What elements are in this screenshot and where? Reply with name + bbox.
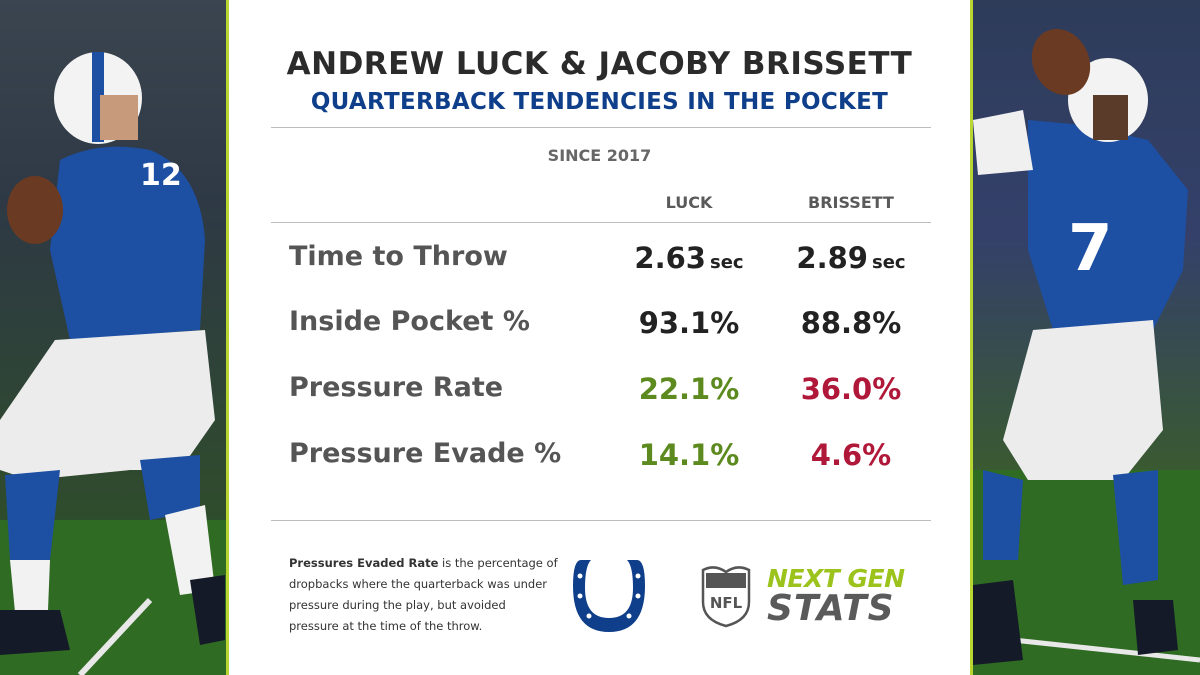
brissett-time-to-throw: 2.89 sec [776, 241, 926, 275]
brand-next-gen: NEXT GEN [767, 564, 905, 593]
luck-time-unit: sec [709, 252, 744, 273]
right-jersey-number: 7 [1068, 212, 1113, 286]
date-range: SINCE 2017 [547, 146, 652, 165]
column-header-luck: LUCK [665, 193, 713, 212]
left-player-photo: 12 [0, 0, 226, 675]
graphic-title: ANDREW LUCK & JACOBY BRISSETT [286, 46, 913, 82]
nfl-shield-icon: NFL [701, 566, 751, 628]
svg-text:NFL: NFL [710, 594, 743, 612]
luck-pressure-rate: 22.1% [638, 372, 740, 406]
colts-horseshoe-icon [573, 560, 645, 632]
footnote-term: Pressures Evaded Rate [289, 556, 439, 570]
left-jersey-number: 12 [140, 158, 182, 193]
luck-inside-pocket: 93.1% [638, 306, 740, 340]
luck-time-value: 2.63 [634, 241, 706, 275]
footnote-text: is the percentage of dropbacks where the… [289, 556, 558, 633]
row-label-pressure-evade: Pressure Evade % [289, 438, 562, 469]
right-player-photo: 7 [973, 0, 1200, 675]
brissett-pressure-rate: 36.0% [800, 372, 902, 406]
luck-pressure-evade: 14.1% [638, 438, 740, 472]
graphic-subtitle: QUARTERBACK TENDENCIES IN THE POCKET [310, 89, 889, 115]
title-divider [271, 127, 931, 128]
brand-stats: STATS [767, 588, 895, 629]
brissett-time-value: 2.89 [796, 241, 868, 275]
brissett-time-unit: sec [871, 252, 906, 273]
row-label-inside-pocket: Inside Pocket % [289, 306, 530, 337]
column-header-brissett: BRISSETT [808, 193, 894, 212]
row-label-time-to-throw: Time to Throw [289, 241, 508, 272]
row-label-pressure-rate: Pressure Rate [289, 372, 504, 403]
footer-divider [271, 520, 931, 521]
luck-time-to-throw: 2.63 sec [614, 241, 764, 275]
header-divider [271, 222, 931, 223]
footnote: Pressures Evaded Rate is the percentage … [289, 553, 559, 637]
brissett-inside-pocket: 88.8% [800, 306, 902, 340]
brissett-pressure-evade: 4.6% [810, 438, 892, 472]
stats-panel: ANDREW LUCK & JACOBY BRISSETT QUARTERBAC… [226, 0, 973, 675]
